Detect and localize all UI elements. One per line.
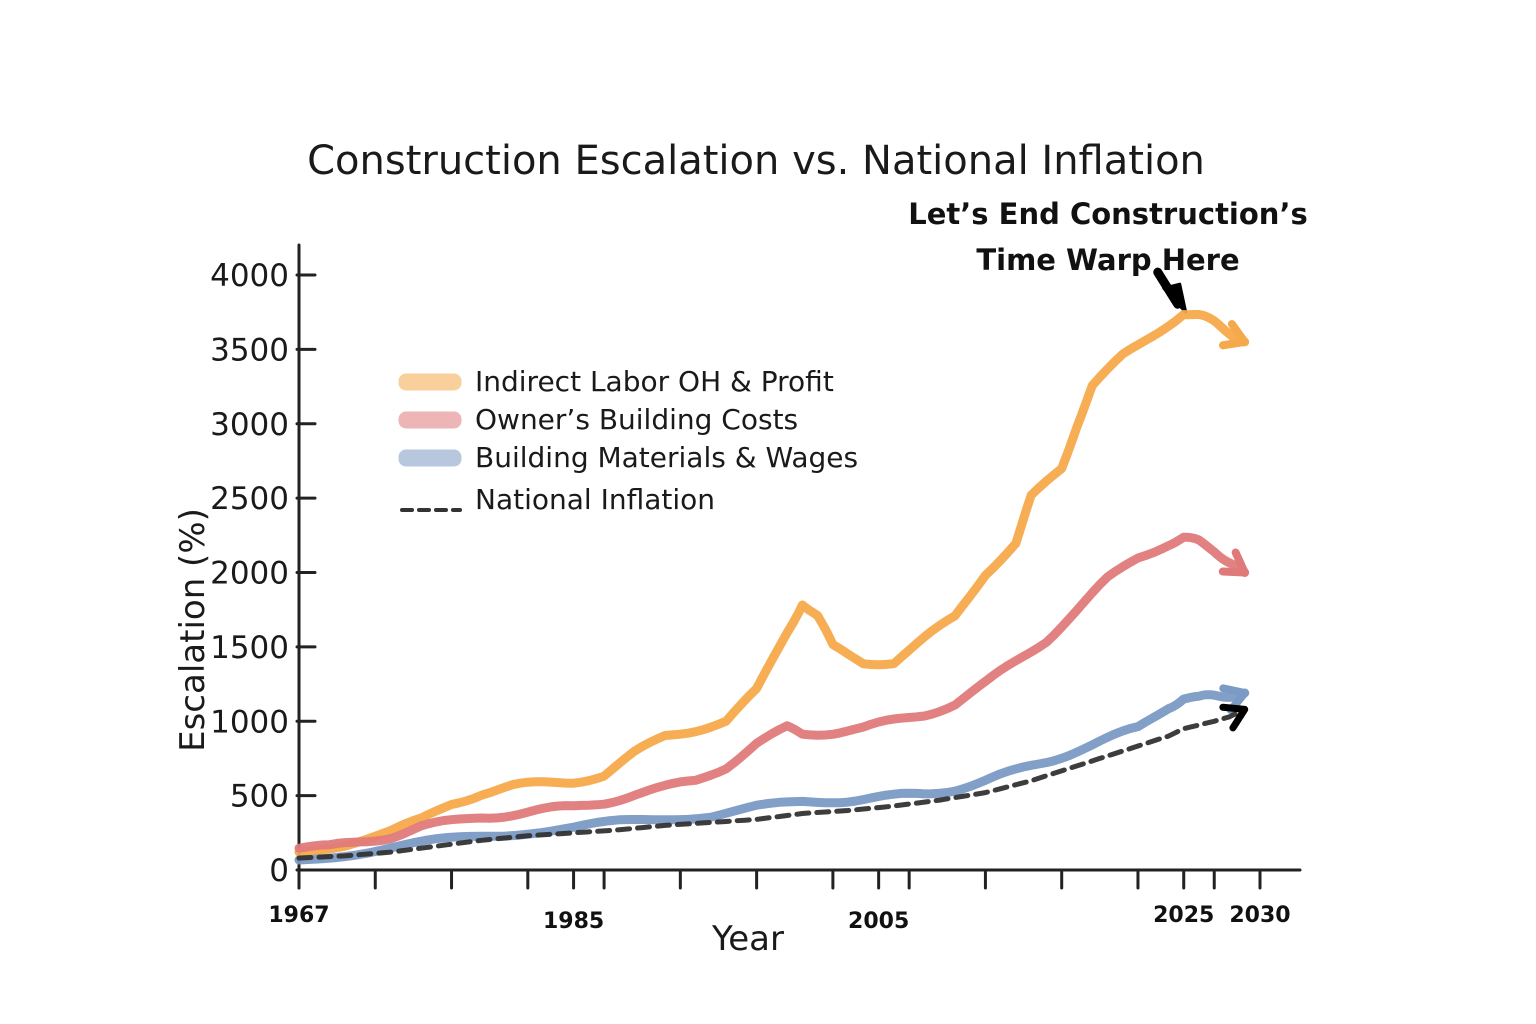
x-tick-label: 2030 [1229,903,1290,928]
series-line [294,688,1250,865]
legend-swatch [398,411,462,429]
chart-title: Construction Escalation vs. National Inf… [307,138,1205,184]
x-tick-label: 1967 [268,903,329,928]
x-ticks: 1967 1985 2005 2025 2030 [268,870,1291,934]
legend-label: Indirect Labor OH & Profit [475,365,834,398]
y-tick-label: 4000 [210,258,289,294]
x-axis-label: Year [711,919,784,959]
y-axis-label: Escalation (%) [173,508,213,752]
legend-swatch [398,449,462,467]
y-tick-label: 2000 [210,556,289,592]
series-arrowhead [1219,320,1249,350]
series-arrowhead [1218,548,1249,577]
series-line [294,310,1250,857]
legend-label: Owner’s Building Costs [475,403,798,436]
annotation-arrowhead [1162,282,1188,314]
y-ticks: 0 500 1000 1500 2000 2500 3000 3500 4000 [210,258,317,889]
y-tick-label: 3000 [210,407,289,443]
legend-label: Building Materials & Wages [475,441,858,474]
y-tick-label: 3500 [210,332,289,368]
legend: Indirect Labor OH & Profit Owner’s Buildi… [398,365,858,516]
y-tick-label: 2500 [210,481,289,517]
series [294,310,1250,865]
series-line [296,706,1248,861]
legend-swatch [398,373,462,391]
annotation-text: Time Warp Here [976,243,1239,277]
series-line [294,532,1250,853]
y-tick-label: 0 [269,853,289,889]
x-tick-label: 1985 [543,909,604,934]
x-tick-label: 2025 [1153,903,1214,928]
y-tick-label: 1500 [210,630,289,666]
legend-label: National Inflation [475,483,715,516]
y-tick-label: 500 [230,779,289,815]
y-tick-label: 1000 [210,704,289,740]
series-arrowhead [1219,703,1249,732]
annotation: Let’s End Construction’s Time Warp Here [908,197,1308,314]
x-tick-label: 2005 [848,909,909,934]
series-arrowhead [1219,684,1249,715]
annotation-text: Let’s End Construction’s [908,197,1307,231]
